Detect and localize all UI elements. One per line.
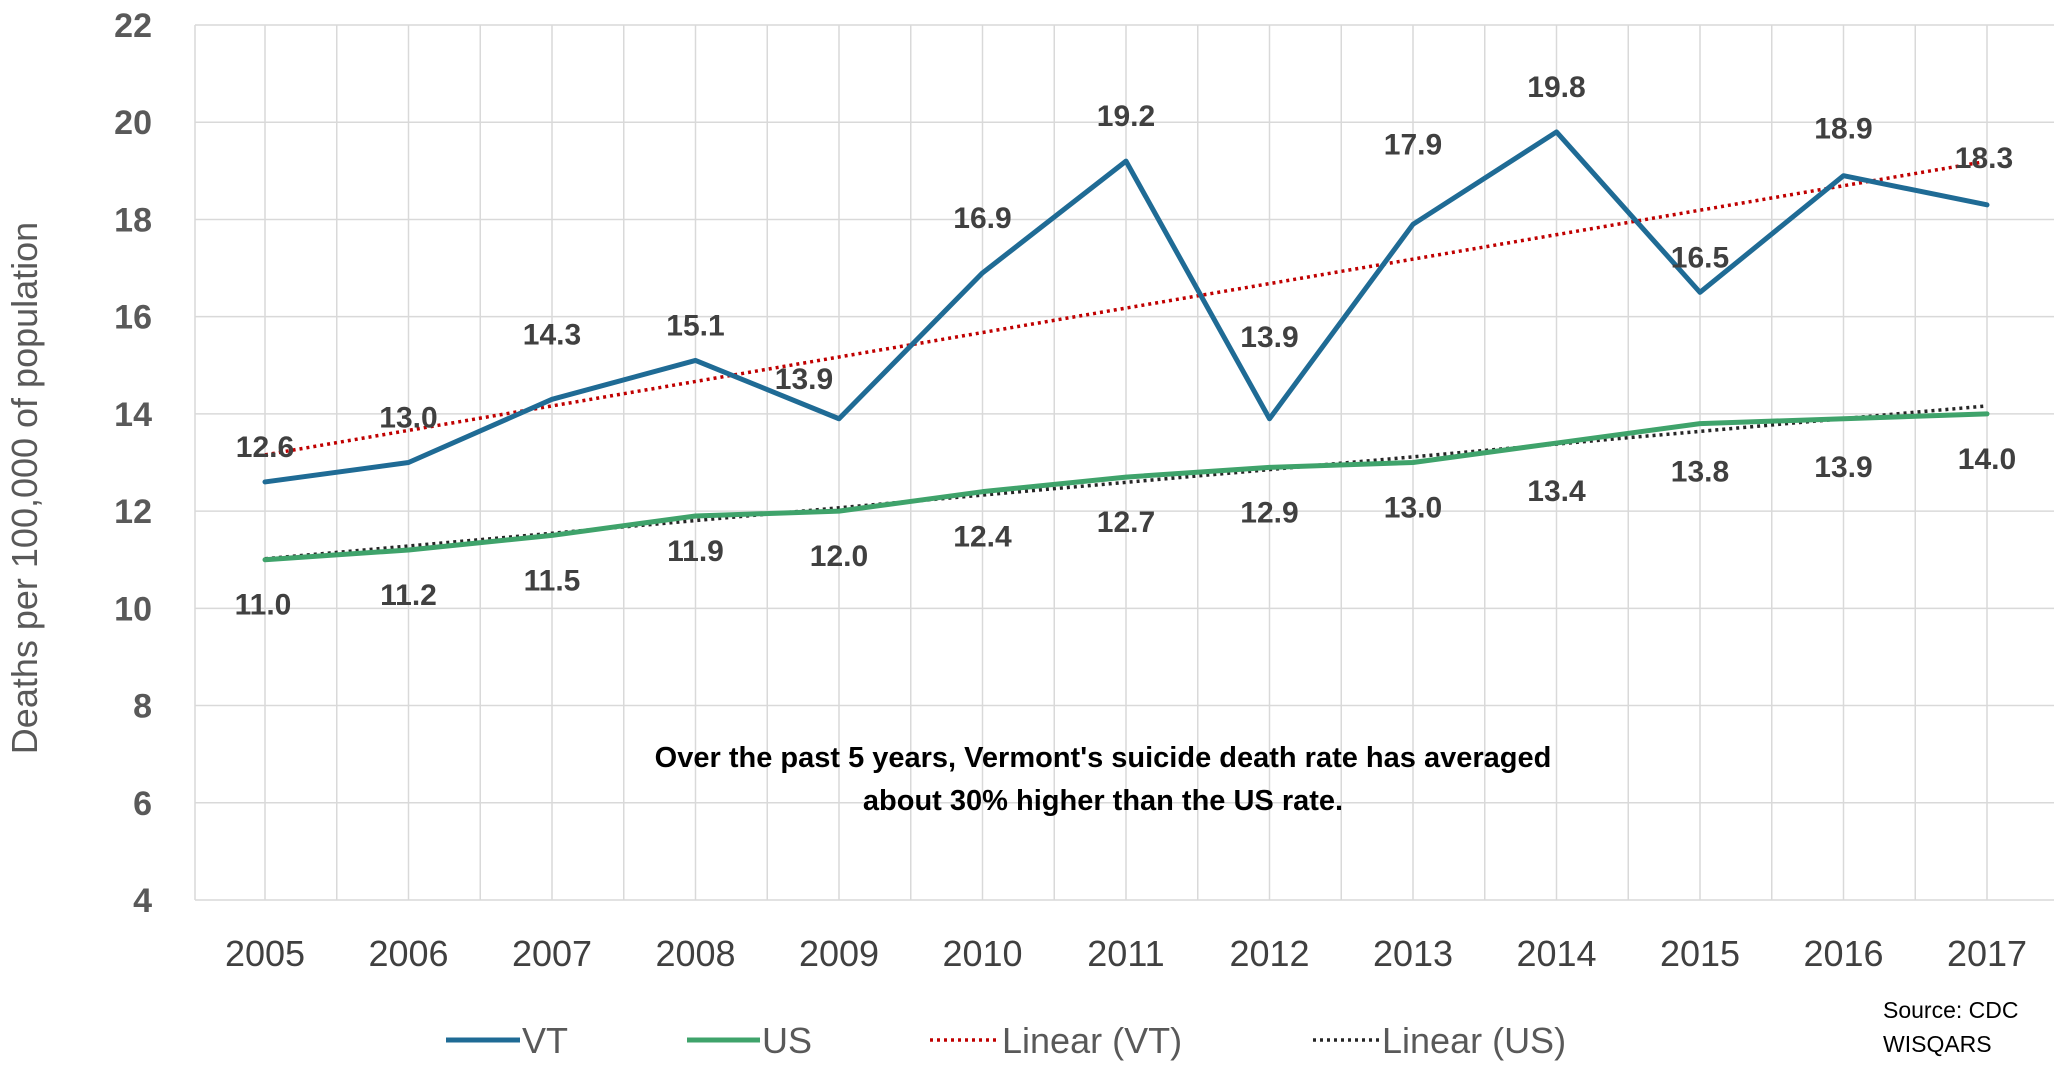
data-label-vt: 17.9	[1384, 128, 1442, 161]
x-tick-label: 2012	[1229, 933, 1309, 974]
y-tick-label: 6	[133, 785, 152, 823]
y-tick-label: 20	[114, 104, 152, 142]
data-label-vt: 18.3	[1955, 142, 2013, 175]
source-line-2: WISQARS	[1883, 1031, 1992, 1057]
data-label-us: 11.2	[380, 579, 437, 612]
x-tick-label: 2013	[1373, 933, 1453, 974]
annotation-line-2: about 30% higher than the US rate.	[863, 785, 1343, 817]
series-line-us	[262, 411, 1990, 563]
data-label-us: 12.4	[953, 521, 1012, 554]
data-label-vt: 13.0	[379, 402, 437, 435]
legend-us: US	[687, 1020, 812, 1061]
data-label-us: 13.0	[1384, 492, 1442, 525]
y-axis-ticks: 4 6 8 10 12 14 16 18 20 22	[114, 7, 152, 920]
data-label-us: 12.7	[1097, 506, 1155, 539]
data-label-vt: 12.6	[236, 431, 294, 464]
y-tick-label: 16	[114, 299, 152, 337]
legend-linear-us-label: Linear (US)	[1382, 1020, 1566, 1061]
x-tick-label: 2008	[655, 933, 735, 974]
data-label-us: 13.9	[1814, 451, 1872, 484]
source-note: Source: CDC WISQARS	[1883, 997, 2018, 1057]
y-tick-label: 4	[133, 882, 152, 920]
y-tick-label: 8	[133, 688, 152, 726]
data-label-us: 13.8	[1671, 456, 1729, 489]
x-tick-label: 2005	[225, 933, 305, 974]
legend-linear-vt: Linear (VT)	[930, 1020, 1182, 1061]
legend-linear-vt-label: Linear (VT)	[1002, 1020, 1182, 1061]
data-label-vt: 16.9	[953, 202, 1011, 235]
x-tick-label: 2011	[1087, 933, 1164, 974]
data-label-us: 11.0	[235, 589, 292, 622]
y-tick-label: 12	[114, 493, 152, 531]
legend-vt-label: VT	[522, 1020, 568, 1061]
data-label-us: 11.9	[667, 535, 724, 568]
annotation: Over the past 5 years, Vermont's suicide…	[655, 742, 1552, 817]
data-labels: 12.6 13.0 14.3 15.1 13.9 16.9 19.2 13.9 17.9 19.8…	[235, 71, 2017, 622]
data-label-vt: 16.5	[1671, 241, 1729, 274]
series-lines	[262, 129, 1990, 563]
source-line-1: Source: CDC	[1883, 997, 2018, 1023]
y-tick-label: 18	[114, 201, 152, 239]
y-axis-label: Deaths per 100,000 of population	[4, 222, 45, 754]
y-tick-label: 14	[114, 396, 152, 434]
y-tick-label: 10	[114, 590, 152, 628]
series-line-vt	[262, 129, 1990, 485]
legend-linear-us: Linear (US)	[1313, 1020, 1566, 1061]
x-tick-label: 2006	[368, 933, 448, 974]
data-label-us: 12.9	[1240, 496, 1298, 529]
y-tick-label: 22	[114, 7, 152, 45]
data-label-us: 14.0	[1958, 443, 2016, 476]
x-tick-label: 2007	[512, 933, 592, 974]
data-label-us: 13.4	[1527, 475, 1586, 508]
x-tick-label: 2017	[1947, 933, 2027, 974]
legend: VT US Linear (VT) Linear (US)	[446, 1020, 1566, 1061]
data-label-vt: 15.1	[666, 309, 724, 342]
data-label-vt: 18.9	[1814, 113, 1872, 146]
data-label-vt: 13.9	[1240, 321, 1298, 354]
x-axis-ticks: 2005 2006 2007 2008 2009 2010 2011 2012 2013 2014…	[225, 933, 2027, 974]
data-label-vt: 19.8	[1527, 71, 1585, 104]
data-label-vt: 19.2	[1097, 100, 1155, 133]
x-tick-label: 2014	[1516, 933, 1596, 974]
x-tick-label: 2010	[942, 933, 1022, 974]
data-label-vt: 13.9	[775, 363, 833, 396]
data-label-us: 12.0	[810, 540, 868, 573]
legend-us-label: US	[762, 1020, 812, 1061]
x-tick-label: 2016	[1803, 933, 1883, 974]
data-label-vt: 14.3	[523, 318, 581, 351]
legend-vt: VT	[446, 1020, 568, 1061]
annotation-line-1: Over the past 5 years, Vermont's suicide…	[655, 742, 1552, 774]
x-tick-label: 2009	[799, 933, 879, 974]
data-label-us: 11.5	[524, 564, 581, 597]
x-tick-label: 2015	[1660, 933, 1740, 974]
